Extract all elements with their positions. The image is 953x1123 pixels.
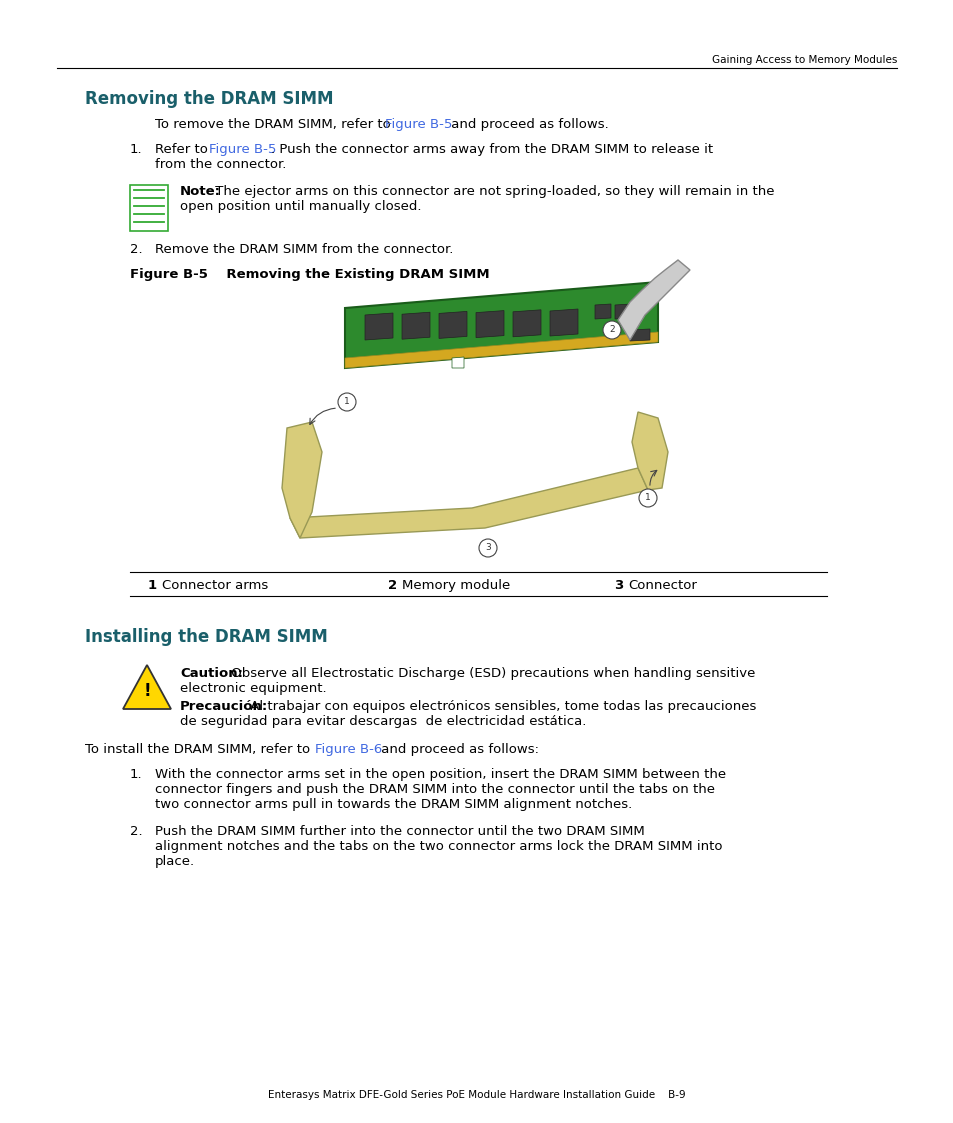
Polygon shape [629, 329, 649, 341]
Text: Precaución:: Precaución: [180, 700, 268, 713]
Polygon shape [282, 422, 322, 538]
Polygon shape [615, 304, 630, 319]
Circle shape [602, 321, 620, 339]
Text: !: ! [143, 682, 151, 700]
Text: Figure B-5: Figure B-5 [209, 143, 276, 156]
Text: The ejector arms on this connector are not spring-loaded, so they will remain in: The ejector arms on this connector are n… [211, 185, 774, 198]
Text: Refer to: Refer to [154, 143, 212, 156]
Polygon shape [290, 468, 647, 538]
Polygon shape [438, 311, 467, 338]
Text: 1: 1 [344, 398, 350, 407]
Text: Gaining Access to Memory Modules: Gaining Access to Memory Modules [711, 55, 896, 65]
Text: Observe all Electrostatic Discharge (ESD) precautions when handling sensitive: Observe all Electrostatic Discharge (ESD… [227, 667, 755, 681]
Text: 1: 1 [644, 493, 650, 502]
Polygon shape [476, 311, 503, 338]
Bar [130, 185, 168, 231]
Text: 2.: 2. [130, 825, 143, 838]
Text: Figure B-5    Removing the Existing DRAM SIMM: Figure B-5 Removing the Existing DRAM SI… [130, 268, 489, 281]
Text: To remove the DRAM SIMM, refer to: To remove the DRAM SIMM, refer to [154, 118, 395, 131]
Polygon shape [345, 332, 658, 368]
Text: from the connector.: from the connector. [154, 158, 286, 171]
Polygon shape [365, 313, 393, 340]
Text: alignment notches and the tabs on the two connector arms lock the DRAM SIMM into: alignment notches and the tabs on the tw… [154, 840, 721, 853]
Text: and proceed as follows.: and proceed as follows. [447, 118, 608, 131]
Text: 3: 3 [485, 544, 491, 553]
Text: Note:: Note: [180, 185, 221, 198]
Text: connector fingers and push the DRAM SIMM into the connector until the tabs on th: connector fingers and push the DRAM SIMM… [154, 783, 714, 796]
Text: 1.: 1. [130, 143, 143, 156]
Polygon shape [550, 309, 578, 336]
Text: Remove the DRAM SIMM from the connector.: Remove the DRAM SIMM from the connector. [154, 243, 453, 256]
Text: Push the DRAM SIMM further into the connector until the two DRAM SIMM: Push the DRAM SIMM further into the conn… [154, 825, 644, 838]
Text: 3: 3 [614, 579, 622, 592]
Text: 2.: 2. [130, 243, 143, 256]
Text: place.: place. [154, 855, 195, 868]
Text: Figure B-5: Figure B-5 [385, 118, 452, 131]
Text: Enterasys Matrix DFE-Gold Series PoE Module Hardware Installation Guide    B-9: Enterasys Matrix DFE-Gold Series PoE Mod… [268, 1090, 685, 1101]
Polygon shape [452, 357, 463, 368]
Polygon shape [401, 312, 430, 339]
Text: and proceed as follows:: and proceed as follows: [376, 743, 538, 756]
Text: Al trabajar con equipos electrónicos sensibles, tome todas las precauciones: Al trabajar con equipos electrónicos sen… [246, 700, 756, 713]
Polygon shape [513, 310, 540, 337]
Text: Memory module: Memory module [401, 579, 510, 592]
Text: Caution:: Caution: [180, 667, 243, 681]
Text: de seguridad para evitar descargas  de electricidad estática.: de seguridad para evitar descargas de el… [180, 715, 586, 728]
Text: 1.: 1. [130, 768, 143, 780]
Text: Connector arms: Connector arms [162, 579, 268, 592]
Text: 1: 1 [148, 579, 157, 592]
Text: Removing the DRAM SIMM: Removing the DRAM SIMM [85, 90, 334, 108]
Polygon shape [618, 261, 689, 340]
Circle shape [639, 489, 657, 506]
Text: . Push the connector arms away from the DRAM SIMM to release it: . Push the connector arms away from the … [271, 143, 713, 156]
Text: With the connector arms set in the open position, insert the DRAM SIMM between t: With the connector arms set in the open … [154, 768, 725, 780]
Text: To install the DRAM SIMM, refer to: To install the DRAM SIMM, refer to [85, 743, 314, 756]
Circle shape [478, 539, 497, 557]
Text: open position until manually closed.: open position until manually closed. [180, 200, 421, 213]
Text: Installing the DRAM SIMM: Installing the DRAM SIMM [85, 628, 328, 646]
Text: Figure B-6: Figure B-6 [314, 743, 382, 756]
Text: two connector arms pull in towards the DRAM SIMM alignment notches.: two connector arms pull in towards the D… [154, 798, 632, 811]
Polygon shape [345, 282, 658, 368]
Text: 2: 2 [388, 579, 396, 592]
Polygon shape [595, 304, 610, 319]
Circle shape [337, 393, 355, 411]
Text: electronic equipment.: electronic equipment. [180, 682, 326, 695]
Polygon shape [631, 412, 667, 490]
Text: Connector: Connector [627, 579, 696, 592]
Text: 2: 2 [609, 326, 614, 335]
Polygon shape [123, 665, 171, 709]
